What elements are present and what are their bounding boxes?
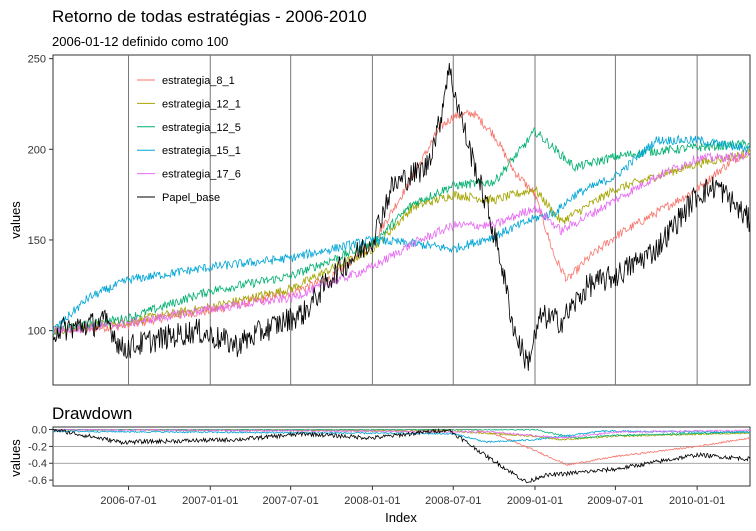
series-line-estrategia-8-1 <box>52 109 751 334</box>
series-line-Papel-base <box>52 428 751 484</box>
x-tick-label: 2007-01-01 <box>182 495 238 507</box>
drawdown-y-tick-label: 0.0 <box>32 425 47 437</box>
drawdown-plot-frame <box>52 426 751 487</box>
legend-label-estrategia-8-1: estrategia_8_1 <box>162 75 235 87</box>
main-y-axis: 100 150 200 250 <box>28 54 53 338</box>
legend-label-estrategia-12-5: estrategia_12_5 <box>162 122 241 134</box>
series-line-estrategia-17-6 <box>52 428 751 440</box>
legend-label-estrategia-15-1: estrategia_15_1 <box>162 145 241 157</box>
legend-label-Papel-base: Papel_base <box>162 192 220 204</box>
x-tick-label: 2009-07-01 <box>587 495 643 507</box>
x-tick-label: 2006-07-01 <box>100 495 156 507</box>
x-tick-label: 2008-07-01 <box>425 495 481 507</box>
main-y-tick-label: 150 <box>28 235 46 247</box>
series-line-estrategia-12-5 <box>52 127 751 336</box>
drawdown-y-tick-label: -0.6 <box>28 475 47 487</box>
main-series-group <box>52 62 751 371</box>
main-chart-title: Retorno de todas estratégias - 2006-2010 <box>52 7 367 26</box>
legend-label-estrategia-12-1: estrategia_12_1 <box>162 98 241 110</box>
drawdown-y-axis: 0.0 -0.2 -0.4 -0.6 <box>28 425 53 487</box>
drawdown-horizontal-gridlines <box>53 445 750 464</box>
drawdown-y-tick-label: -0.4 <box>28 458 47 470</box>
series-line-estrategia-15-1 <box>52 429 751 444</box>
series-line-estrategia-15-1 <box>52 134 751 333</box>
drawdown-y-axis-label: values <box>8 439 23 477</box>
series-line-estrategia-12-1 <box>52 148 751 336</box>
drawdown-y-tick-label: -0.2 <box>28 441 47 453</box>
x-tick-label: 2008-01-01 <box>344 495 400 507</box>
main-chart-panel: 100 150 200 250 estrategia_8_1 estrategia_12… <box>28 54 751 386</box>
main-plot-frame <box>52 54 751 386</box>
legend: estrategia_8_1 estrategia_12_1 estrategia_… <box>137 75 241 204</box>
main-y-tick-label: 100 <box>28 326 46 338</box>
x-tick-label: 2007-07-01 <box>263 495 319 507</box>
series-line-estrategia-17-6 <box>52 150 751 335</box>
main-y-tick-label: 200 <box>28 144 46 156</box>
x-tick-label: 2010-01-01 <box>669 495 725 507</box>
drawdown-chart-title: Drawdown <box>52 404 132 423</box>
main-chart-subtitle: 2006-01-12 definido como 100 <box>52 34 228 49</box>
main-y-tick-label: 250 <box>28 54 46 66</box>
x-tick-label: 2009-01-01 <box>507 495 563 507</box>
main-y-axis-label: values <box>8 201 23 239</box>
legend-label-estrategia-17-6: estrategia_17_6 <box>162 169 241 181</box>
drawdown-series-group <box>52 428 751 484</box>
series-line-Papel-base <box>52 62 751 371</box>
drawdown-chart-panel: 0.0 -0.2 -0.4 -0.6 2006-07-01 2007-01-01 2007… <box>28 425 751 507</box>
drawdown-x-axis: 2006-07-01 2007-01-01 2007-07-01 2008-01-01… <box>100 486 725 507</box>
x-axis-label: Index <box>385 510 417 525</box>
